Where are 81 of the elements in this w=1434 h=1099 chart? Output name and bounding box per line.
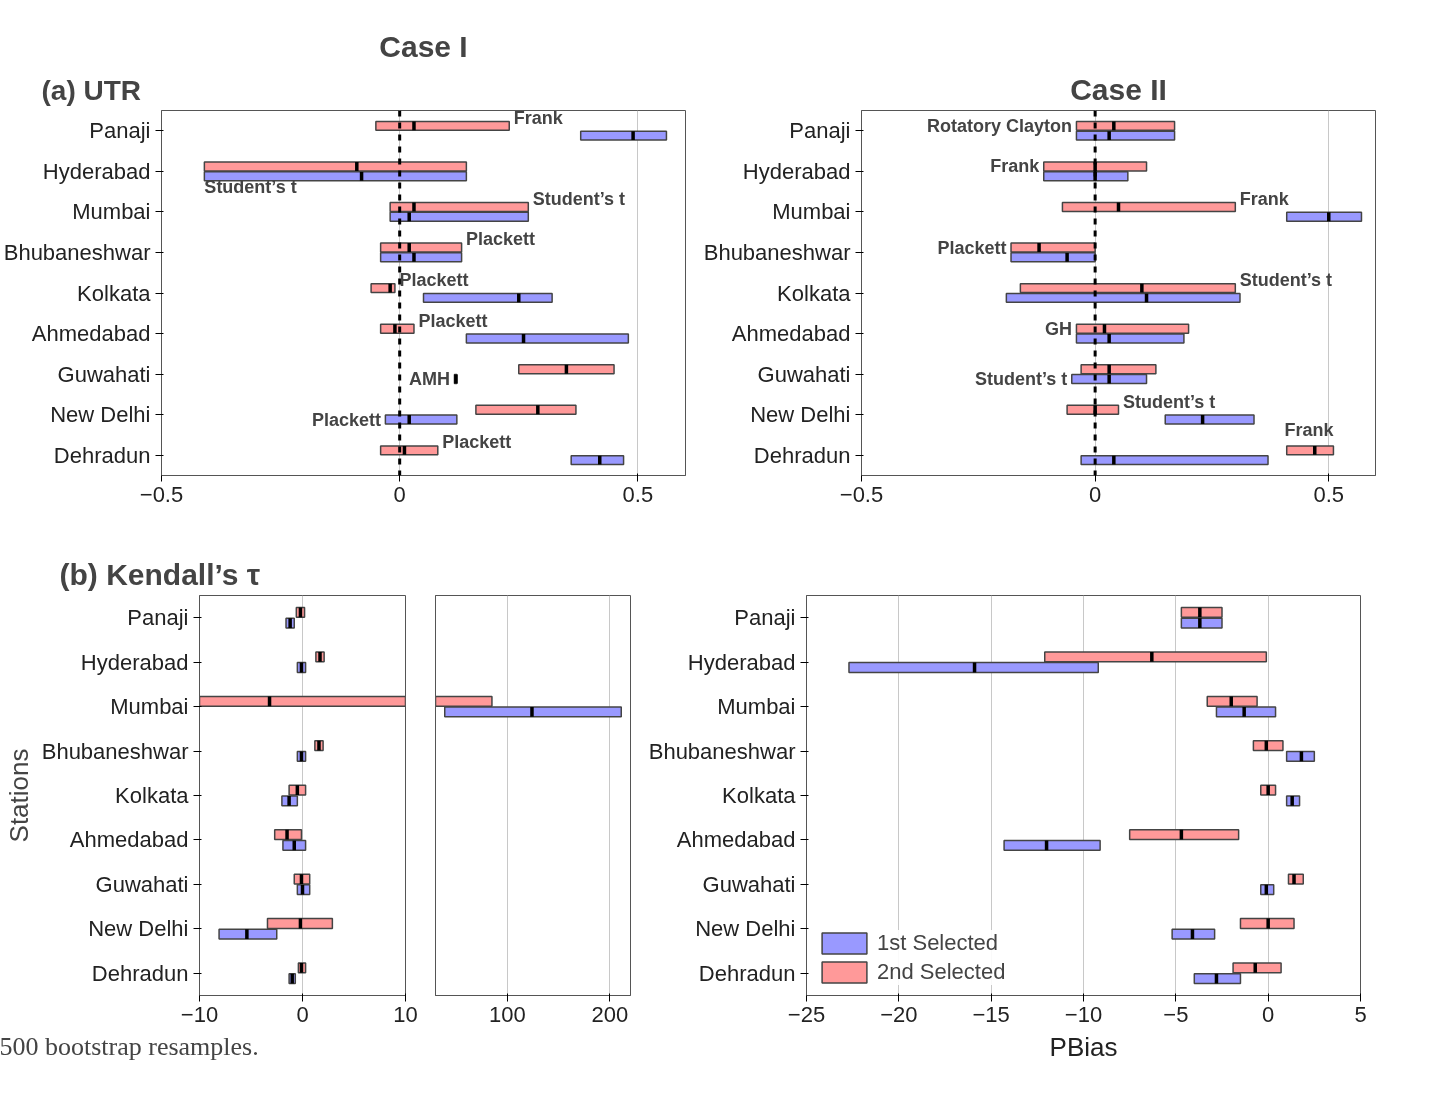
annotation: Plackett — [442, 432, 512, 453]
y-tick-label: Mumbai — [72, 199, 151, 225]
legend-label: 2nd Selected — [877, 959, 1006, 985]
y-tick-label: Ahmedabad — [731, 321, 851, 347]
y-tick-label: Kolkata — [115, 783, 190, 808]
x-tick-label: 0.5 — [622, 481, 654, 507]
x-tick-label: 5 — [1354, 1001, 1367, 1027]
y-tick-label: New Delhi — [50, 402, 151, 428]
y-tick-label: Bhubaneshwar — [41, 738, 189, 764]
y-tick-label: Kolkata — [777, 280, 852, 306]
annotation: GH — [1044, 318, 1072, 339]
x-tick-label: −0.5 — [139, 481, 184, 507]
x-tick-label: 10 — [393, 1001, 418, 1027]
x-tick-label: 0 — [1089, 481, 1102, 507]
annotation: Student’s t — [204, 176, 297, 197]
y-tick-label: Bhubaneshwar — [648, 738, 796, 764]
x-tick-label: 0 — [296, 1001, 309, 1027]
y-tick-label: Mumbai — [772, 199, 851, 225]
annotation: Frank — [1284, 420, 1335, 441]
y-tick-label: Panaji — [89, 118, 151, 144]
y-tick-label: Kolkata — [722, 783, 797, 808]
annotation: Student’s t — [532, 188, 626, 209]
y-tick-label: Hyderabad — [80, 649, 189, 675]
chart-title: Case I — [379, 29, 468, 63]
annotation: Plackett — [399, 270, 469, 291]
y-tick-label: Guwahati — [702, 871, 796, 897]
y-tick-label: Ahmedabad — [676, 827, 796, 853]
y-tick-label: Dehradun — [698, 960, 796, 986]
y-tick-label: Hyderabad — [742, 158, 851, 184]
annotation: Student’s t — [974, 368, 1068, 389]
x-tick-label: −10 — [180, 1001, 219, 1027]
y-tick-label: Panaji — [789, 118, 851, 144]
x-tick-label: −0.5 — [839, 481, 884, 507]
chart-title: (b) Kendall’s τ — [59, 557, 261, 591]
annotation: Frank — [990, 156, 1041, 177]
y-tick-label: Panaji — [734, 605, 796, 631]
y-tick-label: New Delhi — [695, 916, 796, 942]
y-tick-label: Mumbai — [110, 694, 189, 720]
y-tick-label: Bhubaneshwar — [703, 239, 851, 265]
y-tick-label: Dehradun — [53, 442, 151, 468]
annotation: Rotatory Clayton — [926, 115, 1072, 136]
annotation: Frank — [513, 107, 564, 128]
x-axis-title: PBias — [1049, 1031, 1118, 1062]
annotation: Plackett — [418, 310, 488, 331]
legend-label: 1st Selected — [877, 930, 999, 956]
y-tick-label: Ahmedabad — [31, 321, 151, 347]
x-tick-label: 0 — [393, 481, 406, 507]
annotation: Plackett — [937, 237, 1007, 258]
y-tick-label: Ahmedabad — [69, 827, 189, 853]
y-tick-label: Bhubaneshwar — [3, 239, 151, 265]
annotation: Plackett — [311, 409, 381, 430]
annotation: Student’s t — [1239, 270, 1333, 291]
x-tick-label: 0 — [1262, 1001, 1275, 1027]
y-tick-label: Kolkata — [77, 280, 152, 306]
y-tick-label: Panaji — [127, 605, 189, 631]
x-tick-label: 0.5 — [1313, 481, 1345, 507]
text: 500 bootstrap resamples. — [0, 1031, 259, 1061]
y-tick-label: Dehradun — [91, 960, 189, 986]
x-tick-label: −15 — [972, 1001, 1010, 1027]
y-tick-label: New Delhi — [88, 916, 189, 942]
y-axis-title: Stations — [3, 748, 34, 843]
chart-title: Case II — [1070, 72, 1167, 106]
annotation: Frank — [1239, 188, 1290, 209]
x-tick-label: 200 — [591, 1001, 629, 1027]
x-tick-label: 100 — [488, 1001, 526, 1027]
y-tick-label: Hyderabad — [687, 649, 796, 675]
y-tick-label: Dehradun — [753, 442, 851, 468]
y-tick-label: Mumbai — [717, 694, 796, 720]
y-tick-label: Guwahati — [757, 361, 851, 387]
x-tick-label: −20 — [880, 1001, 918, 1027]
y-tick-label: New Delhi — [750, 402, 851, 428]
x-tick-label: −25 — [787, 1001, 826, 1027]
x-tick-label: −5 — [1163, 1001, 1189, 1027]
x-tick-label: −10 — [1064, 1001, 1103, 1027]
y-tick-label: Guwahati — [95, 871, 189, 897]
y-tick-label: Hyderabad — [42, 158, 151, 184]
chart-subtitle: (a) UTR — [41, 74, 142, 106]
annotation: AMH — [409, 368, 451, 389]
annotation: Plackett — [466, 229, 536, 250]
y-tick-label: Guwahati — [57, 361, 151, 387]
annotation: Student’s t — [1122, 391, 1216, 412]
